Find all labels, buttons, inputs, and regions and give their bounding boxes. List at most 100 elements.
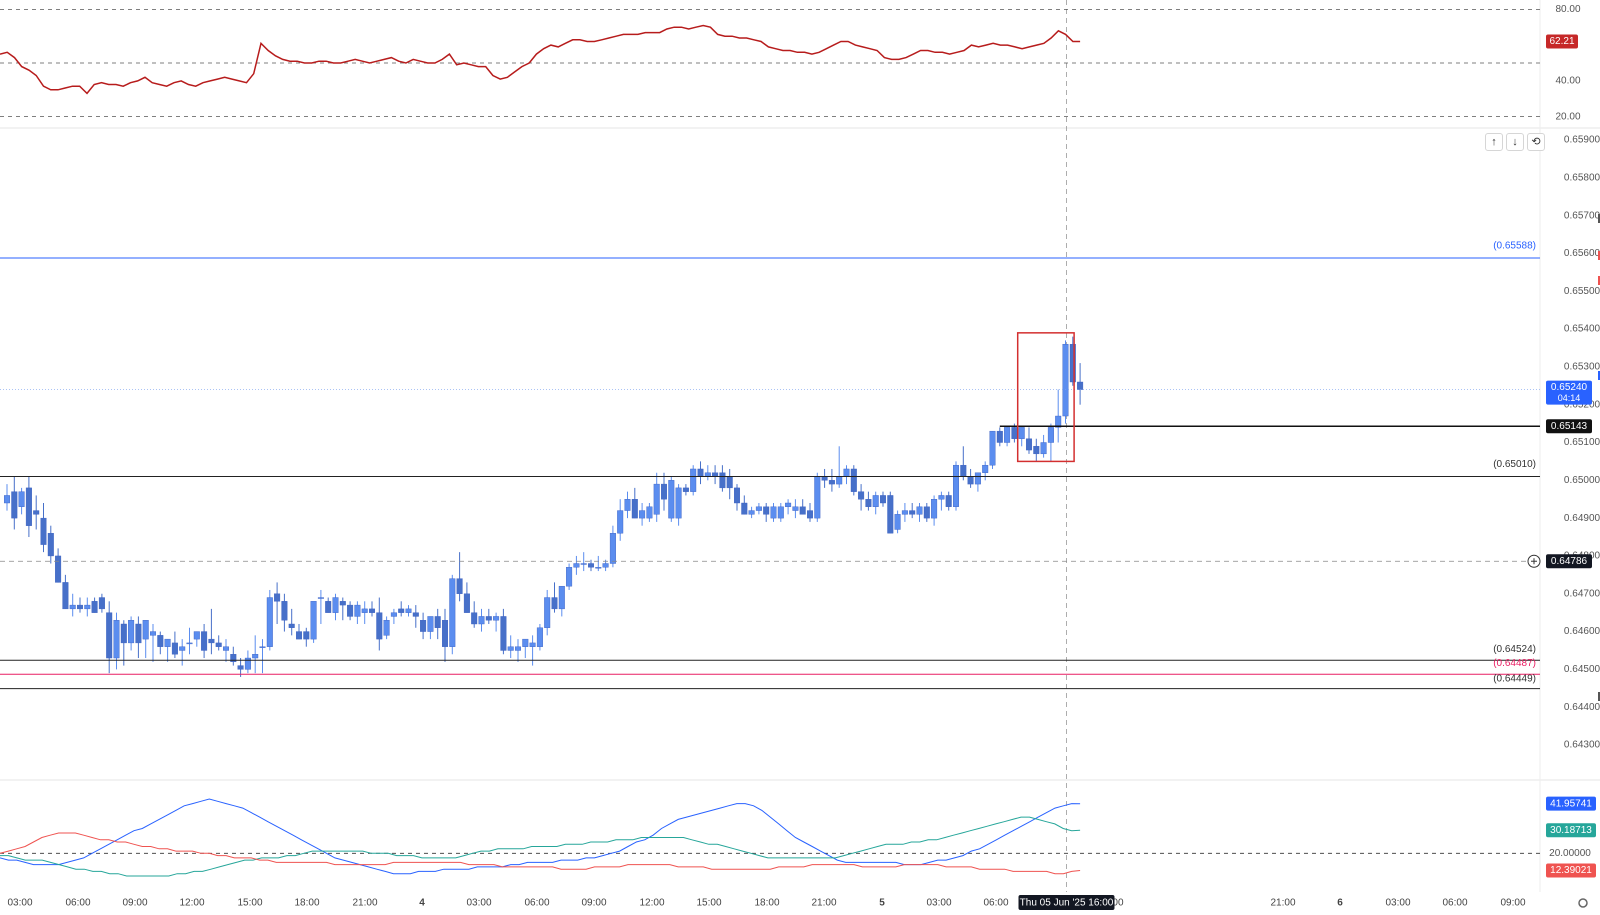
candle-body: [792, 506, 799, 511]
candle-body: [1040, 442, 1047, 455]
candle-body: [317, 597, 324, 599]
level-label: (0.64487): [1493, 658, 1536, 669]
candle-body: [390, 612, 397, 617]
candle-body: [449, 578, 456, 647]
candle-body: [427, 616, 434, 632]
candle-body: [69, 604, 76, 610]
candle-body: [463, 593, 470, 613]
candle-body: [522, 638, 529, 647]
candle-body: [923, 506, 930, 519]
rsi-tick-label: 40.00: [1555, 76, 1580, 87]
candle-body: [661, 483, 668, 500]
settings-gear-icon[interactable]: [1578, 898, 1588, 908]
level-label: (0.65010): [1493, 459, 1536, 470]
candle-body: [376, 612, 383, 640]
price-tick-label: 0.65300: [1564, 362, 1600, 373]
candle-body: [76, 604, 83, 610]
candle-body: [478, 616, 485, 625]
candle-body: [515, 646, 522, 651]
price-tick-label: 0.64300: [1564, 740, 1600, 751]
scroll-down-button[interactable]: ↓: [1506, 133, 1524, 151]
candle-body: [836, 476, 843, 485]
candle-body: [507, 646, 514, 651]
time-tick-label: 03:00: [466, 898, 491, 909]
countdown-label: 04:14: [1558, 393, 1581, 403]
rsi-value-label: 62.21: [1549, 36, 1574, 47]
candle-body: [33, 510, 40, 515]
candle-body: [274, 593, 281, 602]
candle-body: [471, 612, 478, 625]
candle-body: [931, 499, 938, 519]
price-tick-label: 0.64900: [1564, 513, 1600, 524]
candle-body: [230, 654, 237, 663]
time-tick-label: 21:00: [1270, 898, 1295, 909]
candle-body: [544, 597, 551, 628]
time-tick-label: 09:00: [122, 898, 147, 909]
level-label: (0.65588): [1493, 241, 1536, 252]
price-tick-label: 0.65600: [1564, 248, 1600, 259]
time-tick-label: 06:00: [65, 898, 90, 909]
candle-body: [3, 495, 10, 504]
time-tick-label: 21:00: [811, 898, 836, 909]
candle-body: [310, 601, 317, 640]
price-tick-label: 0.64700: [1564, 588, 1600, 599]
candle-body: [215, 642, 222, 647]
candle-body: [741, 502, 748, 515]
price-tick-label: 0.65500: [1564, 286, 1600, 297]
current-price-label: 0.65240: [1551, 382, 1588, 393]
candle-body: [186, 642, 193, 645]
candle-body: [814, 476, 821, 519]
candle-body: [938, 495, 945, 500]
candle-body: [748, 510, 755, 515]
time-tick-label: 12:00: [639, 898, 664, 909]
candle-body: [624, 499, 631, 511]
candle-body: [354, 604, 361, 617]
candle-body: [945, 495, 952, 507]
dmi-series-line: [0, 798, 1081, 875]
candle-body: [755, 506, 762, 511]
edge-marker: [1598, 276, 1600, 285]
candle-body: [894, 514, 901, 530]
level-label: (0.64524): [1493, 644, 1536, 655]
candle-body: [675, 487, 682, 519]
candle-body: [1025, 438, 1032, 451]
rsi-tick-label: 20.00: [1555, 111, 1580, 122]
time-tick-label: 06:00: [524, 898, 549, 909]
current-price-tag-bg: [1546, 380, 1592, 405]
candle-body: [171, 642, 178, 655]
candle-body: [639, 510, 646, 519]
scroll-up-button[interactable]: ↑: [1485, 133, 1503, 151]
candle-body: [566, 567, 573, 587]
candle-body: [996, 430, 1003, 443]
time-tick-label: 06:00: [983, 898, 1008, 909]
dmi-value-label: 12.39021: [1550, 865, 1592, 876]
reset-scale-button[interactable]: ⟲: [1527, 133, 1545, 151]
candle-body: [361, 608, 368, 613]
candle-body: [252, 654, 259, 659]
candle-body: [1077, 381, 1084, 390]
dmi-series-line: [0, 816, 1081, 877]
candle-body: [529, 642, 536, 647]
candle-body: [880, 495, 887, 504]
candle-body: [157, 635, 164, 647]
dmi-value-tag-bg: [1546, 863, 1596, 878]
candle-body: [303, 631, 310, 640]
time-tick-label: 03:00: [7, 898, 32, 909]
time-tick-label: 4: [419, 898, 425, 909]
candle-body: [807, 510, 814, 519]
price-tick-label: 0.65700: [1564, 210, 1600, 221]
candle-body: [617, 510, 624, 534]
candle-body: [456, 578, 463, 594]
candle-body: [18, 491, 25, 507]
candle-body: [551, 597, 558, 610]
candle-body: [259, 646, 266, 648]
rsi-tick-label: 80.00: [1555, 4, 1580, 15]
candle-body: [609, 533, 616, 564]
edge-marker: [1598, 692, 1600, 701]
candle-body: [1004, 427, 1011, 443]
candle-body: [858, 491, 865, 500]
candle-body: [573, 563, 580, 568]
candle-body: [726, 476, 733, 489]
